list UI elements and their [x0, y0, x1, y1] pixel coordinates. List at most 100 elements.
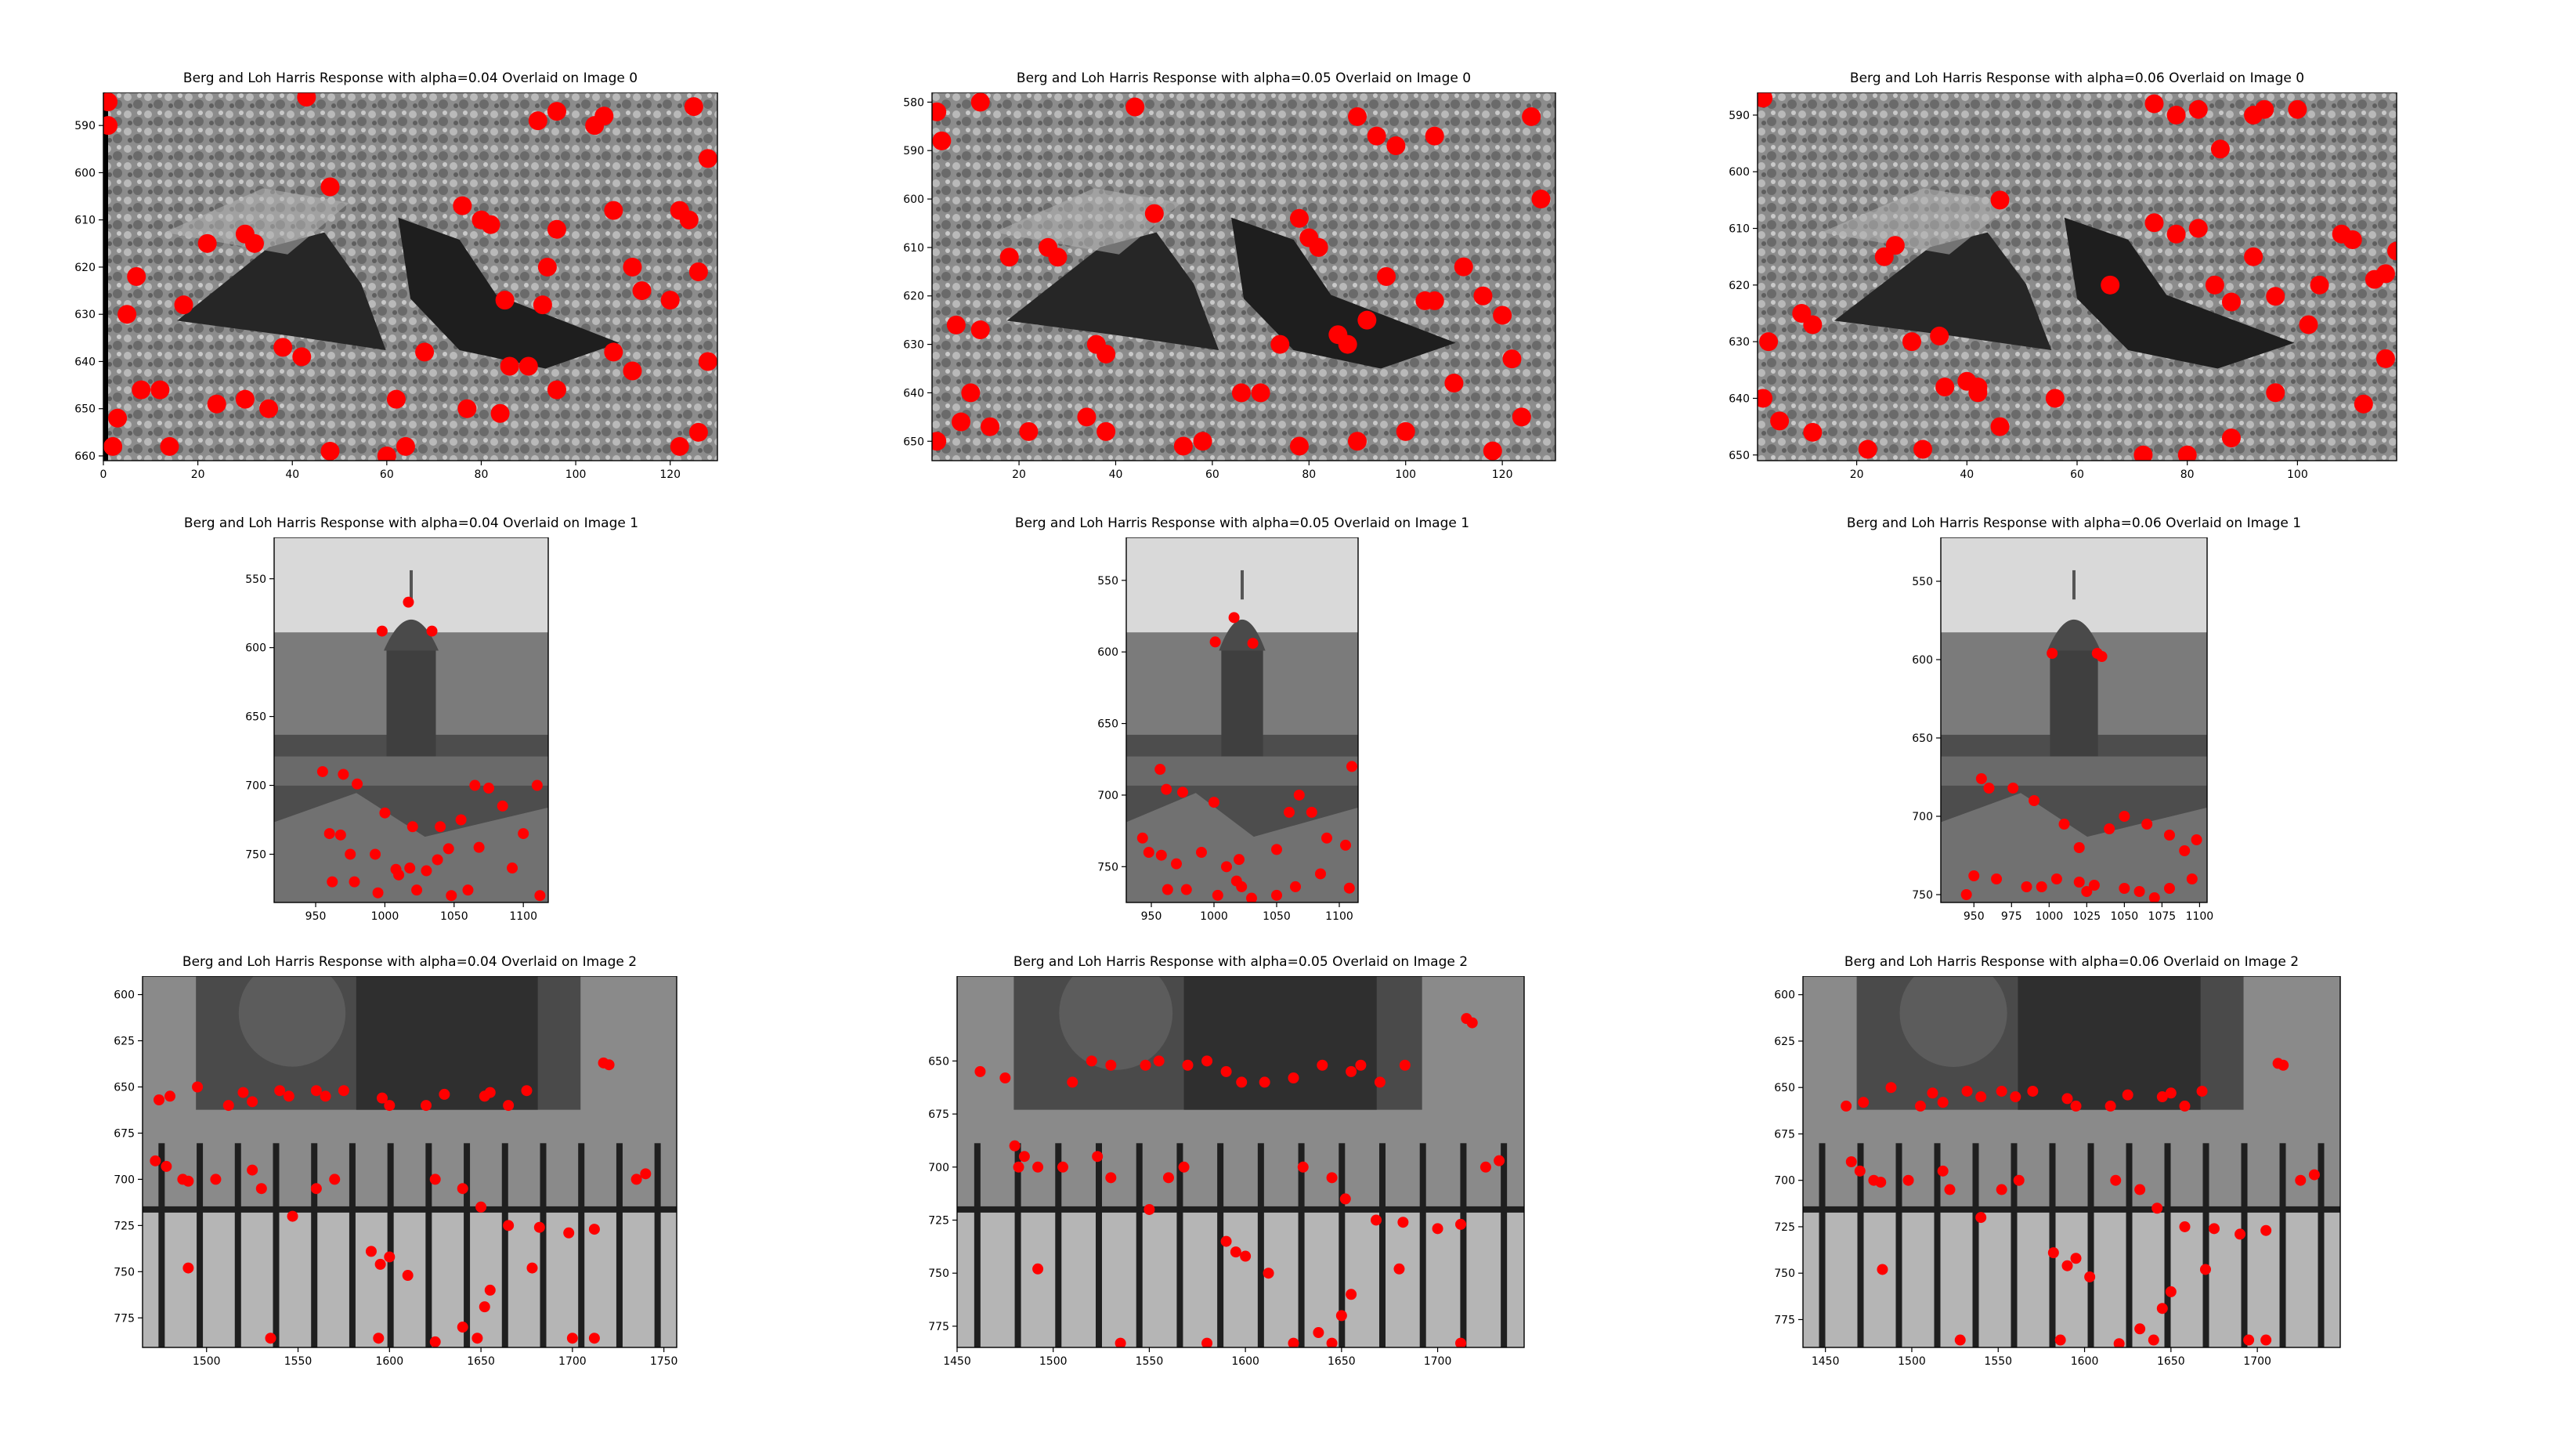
- corner-point: [604, 201, 623, 220]
- corner-point: [1263, 1268, 1274, 1279]
- corner-point: [292, 347, 312, 367]
- corner-point: [534, 890, 546, 902]
- y-tick-label: 650: [903, 436, 924, 448]
- corner-point: [1393, 1263, 1405, 1275]
- corner-point: [490, 403, 510, 423]
- background-image: [143, 976, 677, 1347]
- y-tick-label: 725: [1774, 1221, 1795, 1234]
- corner-point: [2221, 292, 2241, 312]
- corner-point: [1348, 432, 1367, 451]
- x-tick-label: 40: [285, 468, 299, 481]
- corner-point: [352, 778, 363, 790]
- chart-panel-5: 950 975 1000 1025 1050 1075 1100 550 600 650 700 75…: [1912, 537, 2213, 923]
- corner-point: [2148, 1334, 2159, 1346]
- axes-frame: [142, 976, 677, 1348]
- x-tick-label: 950: [1964, 910, 1985, 923]
- corner-point: [2113, 1338, 2125, 1347]
- corner-point: [1348, 107, 1367, 126]
- y-tick-label: 640: [903, 387, 924, 400]
- y-tick-label: 590: [74, 120, 96, 132]
- corner-point: [1221, 861, 1232, 873]
- corner-point: [1858, 1097, 1870, 1108]
- corner-point: [2027, 1085, 2039, 1097]
- corner-point: [1961, 1085, 1973, 1097]
- corner-point: [160, 436, 179, 456]
- corner-point: [698, 352, 717, 371]
- corner-point: [970, 320, 990, 340]
- corner-point: [2179, 845, 2191, 856]
- corner-point: [1196, 847, 1207, 859]
- corner-point: [2134, 1184, 2146, 1195]
- y-tick-label: 725: [114, 1220, 135, 1232]
- corner-point: [1288, 1337, 1299, 1347]
- series-corners: [974, 1013, 1505, 1347]
- corner-point: [1180, 884, 1192, 895]
- y-tick-label: 675: [928, 1108, 949, 1121]
- x-tick-label: 950: [305, 910, 327, 923]
- corner-point: [1143, 847, 1154, 859]
- corner-point: [2188, 99, 2208, 119]
- corner-point: [1162, 1172, 1174, 1184]
- axes-frame: [103, 92, 718, 461]
- corner-point: [2054, 1334, 2066, 1346]
- x-tick-label: 1000: [1200, 910, 1228, 923]
- x-tick-label: 1500: [1898, 1355, 1926, 1368]
- corner-point: [679, 210, 699, 230]
- y-tick-label: 650: [114, 1081, 135, 1094]
- y-tick-label: 700: [114, 1174, 135, 1186]
- x-tick-label: 1700: [558, 1355, 587, 1368]
- corner-point: [2070, 1253, 2082, 1264]
- corner-point: [415, 342, 435, 362]
- y-tick-label: 630: [903, 339, 924, 352]
- corner-point: [1293, 789, 1305, 801]
- corner-point: [210, 1174, 222, 1185]
- corner-point: [533, 295, 552, 315]
- corner-point: [469, 779, 481, 791]
- corner-point: [2151, 1202, 2163, 1214]
- x-tick-label: 1050: [440, 910, 468, 923]
- corner-point: [1236, 1076, 1248, 1088]
- x-tick-label: 0: [100, 468, 107, 481]
- corner-point: [2110, 1174, 2122, 1186]
- corner-point: [161, 1160, 172, 1172]
- y-tick-label: 630: [74, 309, 96, 321]
- corner-point: [1220, 1065, 1232, 1077]
- corner-point: [1355, 1059, 1367, 1071]
- corner-point: [1240, 1250, 1252, 1262]
- corner-point: [1367, 126, 1386, 146]
- corner-point: [247, 1096, 258, 1108]
- series-corners: [316, 596, 546, 902]
- corner-point: [2119, 883, 2130, 894]
- corner-point: [182, 1175, 194, 1187]
- corner-point: [2278, 1059, 2289, 1071]
- corner-point: [1338, 335, 1357, 354]
- corner-point: [244, 233, 264, 253]
- corner-point: [1493, 306, 1512, 325]
- y-tick-label: 550: [1097, 575, 1118, 588]
- corner-point: [999, 1072, 1011, 1084]
- corner-point: [2073, 842, 2085, 853]
- corner-point: [235, 389, 255, 409]
- x-tick-label: 20: [1850, 468, 1864, 481]
- corner-point: [1885, 236, 1905, 255]
- corner-point: [531, 779, 543, 791]
- y-tick-label: 600: [1912, 654, 1933, 667]
- corner-point: [1990, 190, 2010, 210]
- corner-point: [2208, 1223, 2220, 1235]
- corner-point: [164, 1090, 176, 1102]
- corner-point: [192, 1081, 204, 1093]
- corner-point: [2096, 651, 2108, 662]
- axes-frame: [931, 92, 1556, 461]
- corner-point: [426, 625, 438, 637]
- corner-point: [1067, 1076, 1078, 1088]
- corner-point: [537, 257, 557, 277]
- corner-point: [547, 219, 566, 239]
- y-tick-label: 620: [1729, 280, 1750, 292]
- x-tick-label: 60: [380, 468, 394, 481]
- corner-point: [108, 408, 128, 428]
- corner-point: [2188, 219, 2208, 238]
- corner-point: [2101, 275, 2120, 295]
- x-tick-label: 1550: [284, 1355, 313, 1368]
- chart-panel-4: 950 1000 1050 1100 550 600 650 700 750: [1097, 537, 1359, 923]
- corner-point: [1444, 374, 1464, 393]
